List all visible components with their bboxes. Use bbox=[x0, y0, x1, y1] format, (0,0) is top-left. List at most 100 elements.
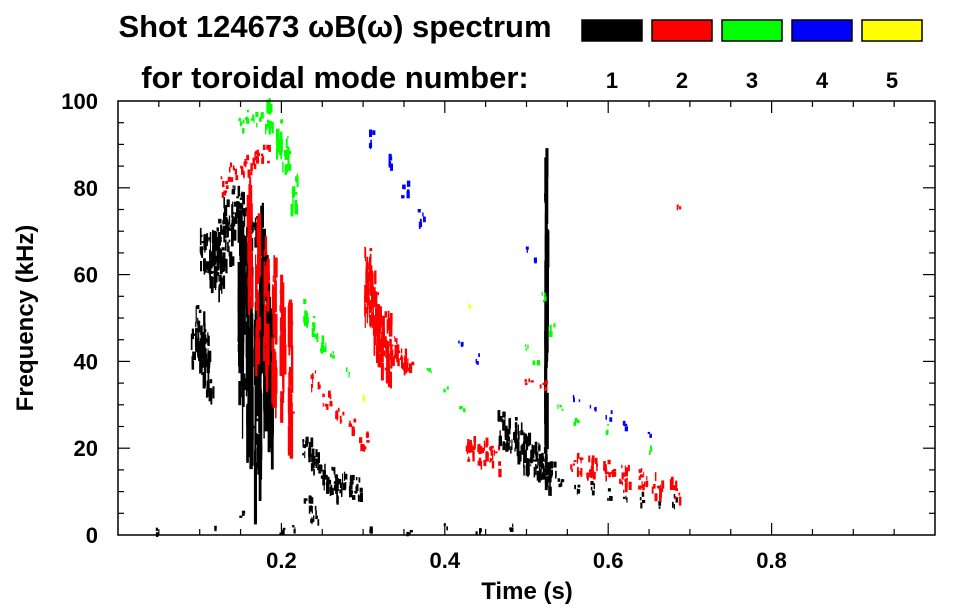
data-point bbox=[479, 528, 482, 533]
data-point bbox=[498, 416, 502, 422]
data-point bbox=[204, 366, 206, 374]
data-point bbox=[251, 362, 254, 395]
data-point bbox=[209, 232, 212, 243]
data-point bbox=[284, 150, 288, 160]
data-point bbox=[561, 408, 564, 411]
data-point bbox=[312, 322, 316, 330]
data-point bbox=[246, 155, 248, 159]
data-point bbox=[199, 340, 203, 349]
data-point bbox=[238, 202, 243, 209]
data-point bbox=[518, 434, 520, 444]
data-point bbox=[217, 272, 220, 276]
data-point bbox=[245, 338, 248, 397]
data-point bbox=[302, 440, 304, 448]
data-point bbox=[369, 256, 371, 279]
data-point bbox=[386, 319, 389, 334]
data-point bbox=[510, 446, 512, 454]
data-point bbox=[509, 527, 511, 531]
data-point bbox=[303, 315, 306, 323]
data-point bbox=[579, 457, 582, 461]
data-point bbox=[362, 398, 366, 401]
data-point bbox=[544, 386, 548, 391]
data-point bbox=[338, 478, 342, 485]
data-point bbox=[314, 455, 316, 466]
y-axis-label: Frequency (kHz) bbox=[12, 225, 39, 412]
data-point bbox=[206, 361, 210, 374]
data-point bbox=[248, 213, 250, 236]
data-point bbox=[372, 130, 376, 135]
data-point bbox=[219, 274, 222, 291]
data-point bbox=[225, 258, 228, 274]
data-point bbox=[246, 279, 248, 282]
data-point bbox=[574, 417, 578, 422]
data-point bbox=[369, 129, 373, 137]
data-point bbox=[523, 449, 527, 463]
data-point bbox=[313, 515, 315, 522]
data-point bbox=[291, 339, 293, 382]
data-point bbox=[607, 488, 611, 492]
data-point bbox=[201, 241, 205, 244]
data-point bbox=[417, 209, 421, 213]
data-point bbox=[207, 352, 211, 365]
data-point bbox=[239, 515, 243, 518]
data-point bbox=[404, 348, 407, 355]
data-point bbox=[251, 321, 253, 370]
data-point bbox=[292, 525, 295, 528]
data-point bbox=[544, 234, 548, 288]
data-point bbox=[250, 273, 252, 309]
data-point bbox=[320, 348, 322, 352]
data-point bbox=[490, 450, 494, 456]
data-point bbox=[268, 292, 270, 334]
data-point bbox=[255, 229, 257, 243]
data-point bbox=[221, 247, 225, 251]
data-point bbox=[309, 453, 311, 463]
data-point bbox=[343, 484, 346, 490]
data-point bbox=[536, 470, 540, 481]
data-point bbox=[313, 333, 317, 338]
data-point bbox=[678, 496, 682, 506]
data-point bbox=[260, 205, 263, 241]
data-point bbox=[238, 381, 242, 406]
data-point bbox=[213, 230, 216, 239]
data-point bbox=[483, 459, 487, 467]
data-point bbox=[218, 250, 222, 262]
data-point bbox=[218, 275, 220, 282]
data-point bbox=[259, 328, 262, 379]
data-point bbox=[538, 473, 543, 480]
data-point bbox=[573, 421, 577, 426]
data-point bbox=[206, 261, 210, 270]
data-point bbox=[275, 372, 277, 419]
legend-swatch-5 bbox=[861, 19, 923, 42]
data-point bbox=[350, 485, 352, 488]
data-point bbox=[274, 351, 277, 365]
data-point bbox=[397, 350, 401, 354]
data-point bbox=[222, 226, 226, 234]
data-point bbox=[369, 314, 372, 328]
legend-label-2: 2 bbox=[676, 68, 688, 93]
data-point bbox=[505, 425, 508, 431]
data-point bbox=[293, 529, 296, 534]
data-point bbox=[248, 174, 250, 180]
data-marks bbox=[155, 98, 682, 537]
data-point bbox=[642, 499, 646, 504]
data-point bbox=[196, 305, 200, 310]
data-point bbox=[222, 181, 225, 188]
data-point bbox=[548, 486, 552, 496]
data-point bbox=[418, 222, 423, 228]
data-point bbox=[201, 363, 203, 376]
data-point bbox=[478, 457, 482, 466]
data-point bbox=[243, 377, 247, 390]
data-point bbox=[247, 299, 249, 332]
data-point bbox=[251, 167, 253, 171]
data-point bbox=[406, 367, 410, 372]
data-point bbox=[654, 472, 657, 482]
data-point bbox=[207, 335, 210, 346]
data-point bbox=[231, 219, 235, 225]
data-point bbox=[197, 330, 200, 341]
data-point bbox=[525, 344, 527, 347]
data-point bbox=[406, 191, 410, 199]
data-point bbox=[349, 476, 352, 482]
data-point bbox=[544, 446, 548, 453]
data-point bbox=[201, 248, 203, 258]
data-point bbox=[385, 341, 389, 352]
